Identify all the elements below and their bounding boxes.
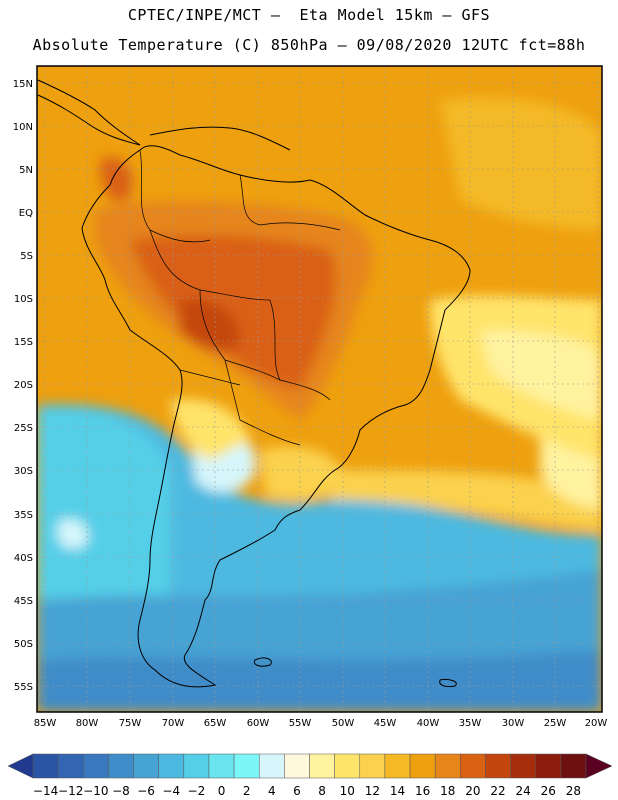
lat-label: 55S xyxy=(14,682,33,693)
colorbar-swatch xyxy=(409,753,436,779)
colorbar-swatch xyxy=(284,753,310,779)
colorbar-label: 18 xyxy=(440,784,455,798)
lon-label: 75W xyxy=(119,718,142,729)
lon-label: 80W xyxy=(76,718,99,729)
colorbar-label: 8 xyxy=(318,784,326,798)
lat-label: 5S xyxy=(20,251,33,262)
colorbar-swatch xyxy=(158,753,185,779)
lat-label: 5N xyxy=(19,165,33,176)
colorbar-swatch xyxy=(334,753,361,779)
colorbar-label: 4 xyxy=(268,784,276,798)
colorbar-swatch xyxy=(485,753,511,779)
colorbar-swatch xyxy=(83,753,109,779)
lat-label: 20S xyxy=(14,380,33,391)
colorbar-swatch xyxy=(510,753,536,779)
colorbar-label: 14 xyxy=(390,784,405,798)
colorbar-swatch xyxy=(133,753,159,779)
colorbar-swatch xyxy=(309,753,335,779)
lat-label: 10S xyxy=(14,294,33,305)
colorbar-label: 22 xyxy=(490,784,505,798)
colorbar-swatch xyxy=(434,753,461,779)
colorbar-label: 24 xyxy=(516,784,531,798)
lat-label: 45S xyxy=(14,596,33,607)
colorbar-swatch xyxy=(108,753,134,779)
colorbar-swatch xyxy=(359,753,386,779)
colorbar-label: 12 xyxy=(365,784,380,798)
lat-label: 40S xyxy=(14,553,33,564)
colorbar-swatch xyxy=(535,753,562,779)
colorbar-label: 26 xyxy=(541,784,556,798)
colorbar-swatch xyxy=(233,753,260,779)
lat-label: 50S xyxy=(14,639,33,650)
colorbar-swatch xyxy=(183,753,210,779)
lat-label: 30S xyxy=(14,466,33,477)
caribbean-coast xyxy=(149,126,291,151)
colorbar: −14 −12 −10 −8 −6 −4 −2 0 2 4 6 8 10 12 14 16 18 20 22 24 26… xyxy=(7,753,613,798)
longitude-axis: 85W 80W 75W 70W 65W 60W 55W 50W 45W 40W … xyxy=(34,718,608,729)
lat-label: 25S xyxy=(14,423,33,434)
lon-label: 25W xyxy=(544,718,567,729)
colorbar-label: 6 xyxy=(293,784,301,798)
lon-label: 45W xyxy=(374,718,397,729)
lon-label: 30W xyxy=(502,718,525,729)
graticule xyxy=(37,66,602,712)
colorbar-swatch xyxy=(208,753,235,779)
colorbar-label: 10 xyxy=(340,784,355,798)
lon-label: 60W xyxy=(247,718,270,729)
lon-label: 40W xyxy=(417,718,440,729)
colorbar-label: −4 xyxy=(162,784,180,798)
colorbar-label: −8 xyxy=(112,784,130,798)
lon-label: 55W xyxy=(289,718,312,729)
colorbar-label: 16 xyxy=(415,784,430,798)
lon-label: 35W xyxy=(459,718,482,729)
lat-label: 15S xyxy=(14,337,33,348)
lat-label: 35S xyxy=(14,510,33,521)
lon-label: 50W xyxy=(332,718,355,729)
country-borders xyxy=(139,149,341,446)
colorbar-label: −12 xyxy=(58,784,83,798)
colorbar-swatch xyxy=(258,753,285,779)
title-line-2: Absolute Temperature (C) 850hPa – 09/08/… xyxy=(32,36,586,54)
colorbar-label: 0 xyxy=(218,784,226,798)
colorbar-label: −2 xyxy=(188,784,206,798)
colorbar-label: 2 xyxy=(243,784,251,798)
colorbar-label: −10 xyxy=(83,784,108,798)
colorbar-over-cap xyxy=(585,753,613,779)
colorbar-swatch xyxy=(460,753,486,779)
coastlines xyxy=(37,79,471,688)
colorbar-under-cap xyxy=(7,753,34,779)
central-america-coast xyxy=(37,79,141,146)
south-georgia xyxy=(439,679,457,688)
lon-label: 20W xyxy=(585,718,608,729)
lon-label: 85W xyxy=(34,718,57,729)
colorbar-swatch xyxy=(32,753,59,779)
lat-label: 10N xyxy=(13,122,33,133)
colorbar-swatch xyxy=(560,753,587,779)
colorbar-label: −6 xyxy=(137,784,155,798)
colorbar-label: 28 xyxy=(566,784,581,798)
colorbar-swatch xyxy=(57,753,84,779)
south-america-coast xyxy=(81,145,471,688)
lon-label: 65W xyxy=(204,718,227,729)
colorbar-label: 20 xyxy=(465,784,480,798)
lon-label: 70W xyxy=(162,718,185,729)
lat-label: 15N xyxy=(13,79,33,90)
latitude-axis: 15N 10N 5N EQ 5S 10S 15S 20S 25S 30S 35S… xyxy=(13,79,33,693)
title-line-1: CPTEC/INPE/MCT – Eta Model 15km – GFS xyxy=(127,6,491,24)
temperature-field xyxy=(37,66,602,712)
lat-label: EQ xyxy=(19,208,33,219)
map-frame xyxy=(36,65,603,713)
colorbar-swatch xyxy=(384,753,411,779)
colorbar-label: −14 xyxy=(33,784,58,798)
falklands xyxy=(253,657,272,667)
